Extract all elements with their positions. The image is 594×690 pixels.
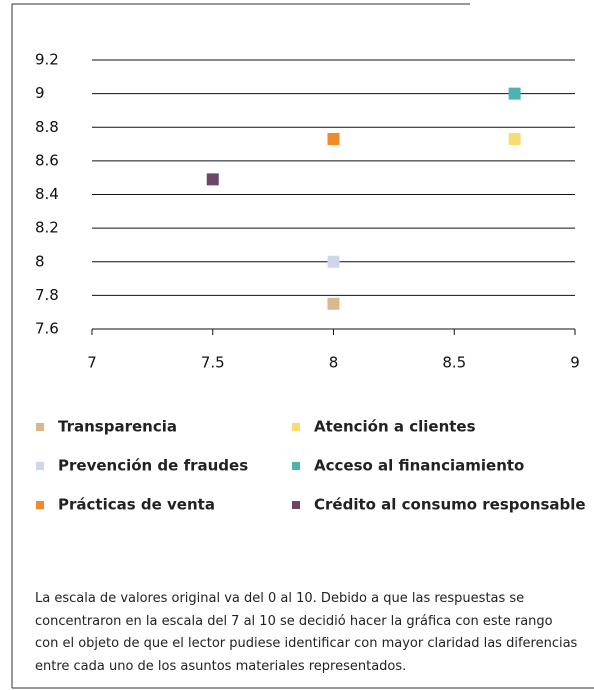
- legend-label: Acceso al financiamiento: [314, 457, 524, 475]
- legend-label: Transparencia: [58, 418, 177, 436]
- note: La escala de valores original va del 0 a…: [35, 591, 578, 674]
- x-tick-label: 8.5: [442, 354, 466, 372]
- y-tick-label: 8: [35, 252, 45, 270]
- point: [327, 297, 340, 310]
- y-tick-label: 9: [35, 84, 45, 102]
- point: [508, 133, 521, 146]
- legend-label: Crédito al consumo responsable: [314, 496, 586, 514]
- legend-label: Atención a clientes: [314, 418, 476, 436]
- y-tick-label: 8.4: [35, 185, 59, 203]
- y-tick-label: 8.8: [35, 118, 59, 136]
- point: [327, 255, 340, 268]
- y-tick-label: 8.6: [35, 151, 59, 169]
- legend-marker: [292, 501, 300, 509]
- point: [327, 133, 340, 146]
- legend-marker: [292, 462, 300, 470]
- x-tick-label: 7.5: [201, 354, 225, 372]
- x-tick-label: 9: [570, 354, 580, 372]
- y-tick-label: 7.8: [35, 286, 59, 304]
- x-tick-label: 7: [87, 354, 97, 372]
- x-tick-label: 8: [329, 354, 339, 372]
- y-tick-label: 7.6: [35, 320, 59, 338]
- legend-label: Prevención de fraudes: [58, 457, 248, 475]
- legend-marker: [292, 423, 300, 431]
- y-tick-label: 8.2: [35, 219, 59, 237]
- y-tick-label: 9.2: [35, 51, 59, 69]
- legend-label: Prácticas de venta: [58, 496, 215, 514]
- point: [206, 173, 219, 186]
- point: [508, 87, 521, 100]
- legend-marker: [36, 423, 44, 431]
- legend-marker: [36, 462, 44, 470]
- legend-marker: [36, 501, 44, 509]
